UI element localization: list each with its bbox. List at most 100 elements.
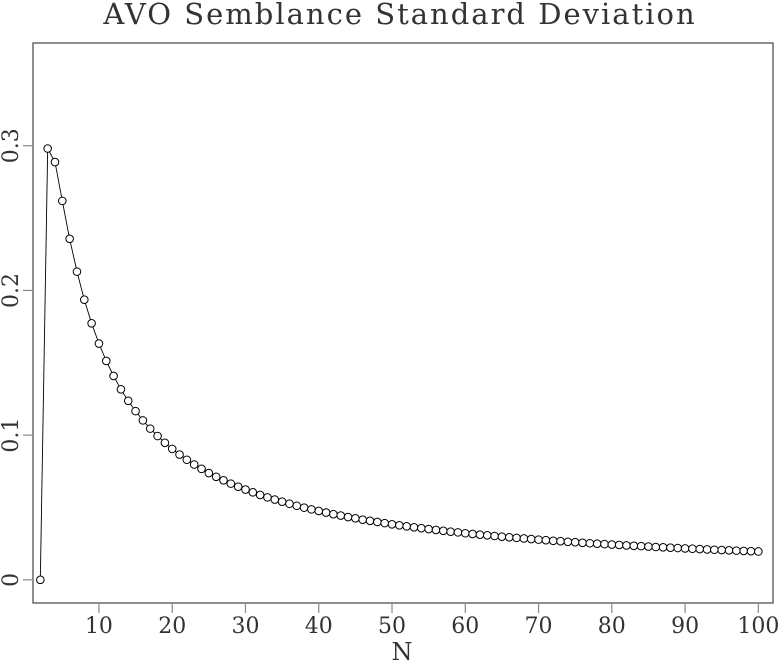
data-point (512, 533, 521, 543)
data-point (468, 529, 477, 539)
data-point (710, 545, 719, 555)
data-point (446, 527, 455, 536)
data-point (277, 497, 287, 507)
data-point (219, 475, 228, 485)
x-tick-label: 20 (158, 614, 186, 639)
data-point (50, 157, 60, 167)
data-point (211, 472, 221, 482)
y-tick-label: 0.3 (0, 128, 24, 163)
data-point (578, 538, 587, 548)
data-point (666, 543, 675, 553)
data-point (101, 356, 111, 366)
data-point (497, 532, 507, 542)
data-point (490, 531, 499, 541)
x-tick-label: 70 (525, 614, 553, 639)
data-point (343, 512, 353, 522)
data-point (358, 515, 368, 524)
data-point (197, 464, 206, 474)
data-point (138, 416, 148, 425)
data-point (314, 506, 324, 516)
data-point (204, 468, 214, 478)
data-point (724, 546, 734, 555)
data-point (167, 444, 177, 454)
data-point (321, 508, 331, 517)
data-point (116, 384, 126, 394)
chart-title: AVO Semblance Standard Deviation (102, 0, 696, 31)
data-point (123, 396, 133, 406)
x-tick-label: 80 (598, 614, 626, 639)
data-point (600, 539, 609, 549)
data-point (519, 534, 529, 543)
data-point (255, 490, 265, 500)
data-point (43, 144, 52, 153)
data-point (270, 495, 280, 504)
data-point (72, 267, 82, 276)
x-axis-label: N (392, 638, 413, 661)
data-point (248, 488, 258, 497)
data-point (453, 528, 463, 537)
data-point (629, 541, 639, 551)
data-point (263, 493, 272, 502)
data-point (526, 534, 536, 544)
data-point (695, 544, 705, 554)
data-point (336, 511, 346, 520)
data-point (387, 519, 397, 529)
x-tick-label: 90 (671, 614, 699, 639)
x-tick-label: 30 (231, 614, 259, 639)
data-point (175, 450, 184, 459)
y-tick-label: 0 (0, 573, 24, 587)
data-point (702, 545, 712, 554)
data-point (329, 509, 338, 519)
data-point (87, 318, 96, 328)
data-point (438, 526, 448, 536)
data-point (160, 438, 170, 448)
data-point (109, 371, 118, 381)
data-point (153, 431, 162, 441)
data-point (131, 406, 140, 416)
data-point (475, 530, 485, 540)
data-point (182, 455, 192, 465)
data-point (754, 547, 763, 556)
data-point (460, 528, 470, 538)
x-tick-label: 10 (85, 614, 113, 639)
data-point (36, 575, 45, 585)
data-point (65, 234, 74, 244)
series-line (39, 146, 759, 580)
data-point (299, 503, 309, 512)
data-point (482, 530, 492, 540)
data-point (189, 460, 199, 469)
plot-frame (32, 42, 774, 604)
data-point (592, 539, 602, 548)
data-point (233, 482, 243, 491)
data-point (732, 546, 741, 555)
data-point (351, 514, 360, 523)
data-point (614, 540, 624, 550)
data-point (688, 544, 697, 554)
data-point (424, 524, 433, 534)
data-point (373, 517, 382, 527)
data-point (585, 538, 595, 548)
data-point (380, 518, 389, 528)
data-point (658, 542, 668, 552)
data-point (556, 536, 565, 546)
data-point (417, 523, 426, 533)
data-point (651, 542, 661, 552)
data-point (292, 501, 302, 511)
x-tick-label: 100 (737, 614, 779, 639)
data-point (563, 537, 573, 547)
data-point (226, 479, 236, 488)
data-point (402, 522, 411, 531)
y-tick-label: 0.1 (0, 418, 24, 453)
data-point (739, 546, 748, 556)
data-point (673, 543, 683, 553)
data-point (365, 516, 375, 526)
x-tick-label: 60 (451, 614, 479, 639)
data-point (307, 505, 316, 514)
data-point (94, 339, 104, 348)
data-point (504, 533, 514, 542)
data-point (622, 541, 631, 550)
data-point (644, 542, 653, 551)
data-point (79, 295, 89, 305)
data-point (680, 544, 690, 553)
data-point (431, 525, 441, 535)
